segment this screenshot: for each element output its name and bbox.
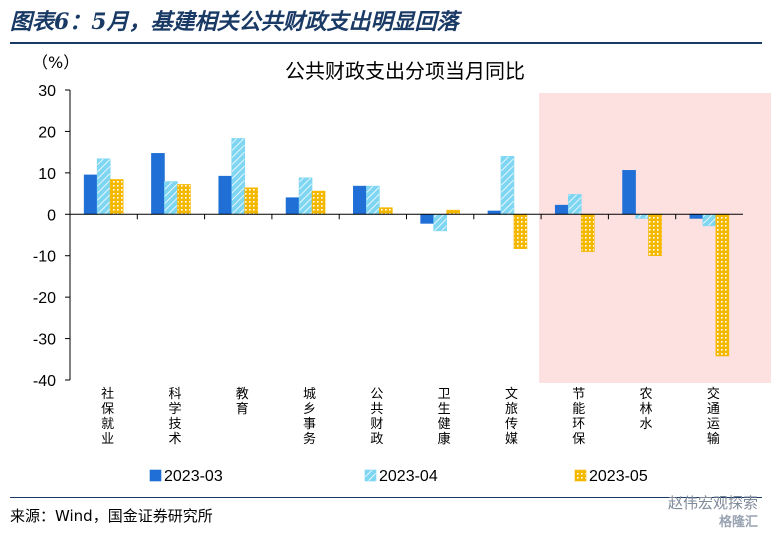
bar-2023-05-科学技术 (177, 184, 191, 215)
bar-2023-04-卫生健康 (433, 213, 447, 232)
chart-title: 公共财政支出分项当月同比 (285, 59, 525, 83)
bar-2023-04-科学技术 (164, 181, 178, 215)
legend-label-2023-03: 2023-03 (164, 468, 223, 485)
y-tick-label: -10 (33, 249, 56, 266)
bar-2023-05-教育 (244, 187, 259, 215)
bar-2023-05-城乡事务 (311, 190, 326, 215)
bar-2023-05-社保就业 (109, 179, 124, 215)
bar-2023-04-城乡事务 (298, 177, 313, 215)
bar-2023-03-城乡事务 (285, 197, 300, 215)
x-tick-label: 社保就业 (101, 386, 114, 447)
y-tick-label: -40 (33, 373, 56, 390)
figure-title: 图表6：5月，基建相关公共财政支出明显回落 (10, 9, 459, 35)
bar-2023-03-公共财政 (353, 185, 367, 215)
x-tick-label: 农林水 (640, 387, 653, 432)
y-tick-label: 20 (38, 124, 56, 141)
bar-chart: 30 20 10 0 -10 -20 -30 -40 社保就业 科学技术 教育 城乡事务 公共财政 卫生健… (32, 53, 771, 485)
bar-2023-04-交通运输 (702, 213, 717, 227)
x-tick-label: 卫生健康 (438, 387, 451, 447)
x-tick-label: 文旅传媒 (505, 387, 518, 447)
bar-2023-03-教育 (218, 175, 233, 215)
bar-2023-04-文旅传媒 (500, 155, 515, 215)
source-note: 来源：Wind，国金证券研究所 (10, 507, 213, 525)
legend-swatch-2023-04 (364, 469, 377, 482)
legend-swatch-2023-05 (574, 469, 587, 482)
y-tick-label: -30 (33, 332, 56, 349)
bar-2023-04-农林水 (635, 213, 649, 219)
x-tick-label: 节能环保 (572, 387, 585, 447)
y-axis-label: （%） (32, 53, 79, 72)
bar-2023-03-社保就业 (83, 174, 98, 215)
y-tick-label: 0 (47, 207, 56, 224)
bar-2023-05-文旅传媒 (513, 213, 528, 249)
bar-2023-05-交通运输 (715, 213, 730, 357)
watermark-text: 赵伟宏观探索 (667, 494, 758, 512)
bar-2023-04-社保就业 (96, 158, 111, 215)
bar-2023-03-科学技术 (151, 153, 165, 215)
legend-label-2023-05: 2023-05 (589, 468, 648, 485)
bar-2023-05-卫生健康 (446, 209, 460, 215)
watermark-logo: 格隆汇 (718, 515, 758, 530)
legend-swatch-2023-03 (149, 469, 162, 482)
bar-2023-05-公共财政 (379, 207, 393, 215)
bar-2023-03-卫生健康 (420, 213, 434, 224)
source-rule (10, 497, 762, 498)
bar-2023-04-教育 (231, 138, 246, 215)
bar-2023-05-节能环保 (580, 213, 595, 252)
bar-2023-04-节能环保 (567, 194, 582, 215)
x-tick-label: 科学技术 (168, 387, 181, 447)
x-tick-label: 公共财政 (370, 387, 383, 447)
x-tick-label: 交通运输 (707, 386, 720, 447)
bar-2023-03-农林水 (622, 170, 636, 215)
bar-2023-05-农林水 (648, 213, 662, 257)
y-tick-label: 30 (38, 83, 56, 100)
title-rule (10, 42, 762, 44)
bar-2023-03-节能环保 (554, 204, 569, 215)
x-tick-label: 教育 (236, 386, 249, 417)
bar-2023-03-交通运输 (689, 213, 704, 219)
y-tick-label: -20 (33, 290, 56, 307)
legend-label-2023-04: 2023-04 (379, 468, 438, 485)
bar-2023-04-公共财政 (366, 185, 380, 215)
y-tick-label: 10 (38, 166, 56, 183)
x-tick-label: 城乡事务 (303, 387, 316, 447)
